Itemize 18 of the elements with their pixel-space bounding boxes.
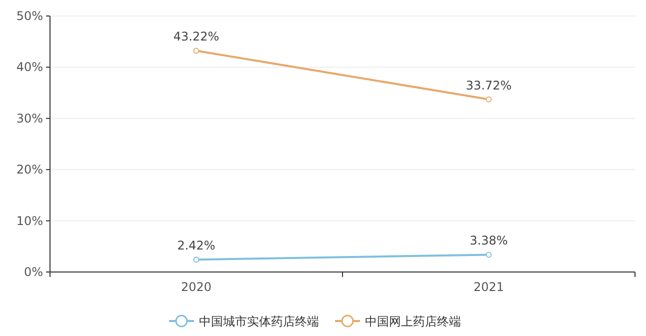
y-tick-label: 40% xyxy=(16,60,43,74)
data-label: 43.22% xyxy=(173,30,220,44)
x-tick-label: 2020 xyxy=(180,280,212,294)
data-label: 2.42% xyxy=(177,238,216,253)
data-label: 33.72% xyxy=(466,78,512,92)
legend-label: 中国城市实体药店终端 xyxy=(199,314,319,328)
y-tick-label: 20% xyxy=(16,162,43,177)
point xyxy=(486,96,492,102)
data-label: 3.38% xyxy=(470,234,508,248)
point xyxy=(486,252,492,258)
point xyxy=(193,256,200,263)
legend-label: 中国网上药店终端 xyxy=(365,314,461,328)
y-tick-label: 0% xyxy=(24,265,43,279)
point xyxy=(193,48,200,54)
y-tick-label: 10% xyxy=(16,214,43,228)
y-tick-label: 50% xyxy=(16,9,43,23)
y-tick-label: 30% xyxy=(16,111,43,126)
x-tick-label: 2021 xyxy=(473,280,504,294)
